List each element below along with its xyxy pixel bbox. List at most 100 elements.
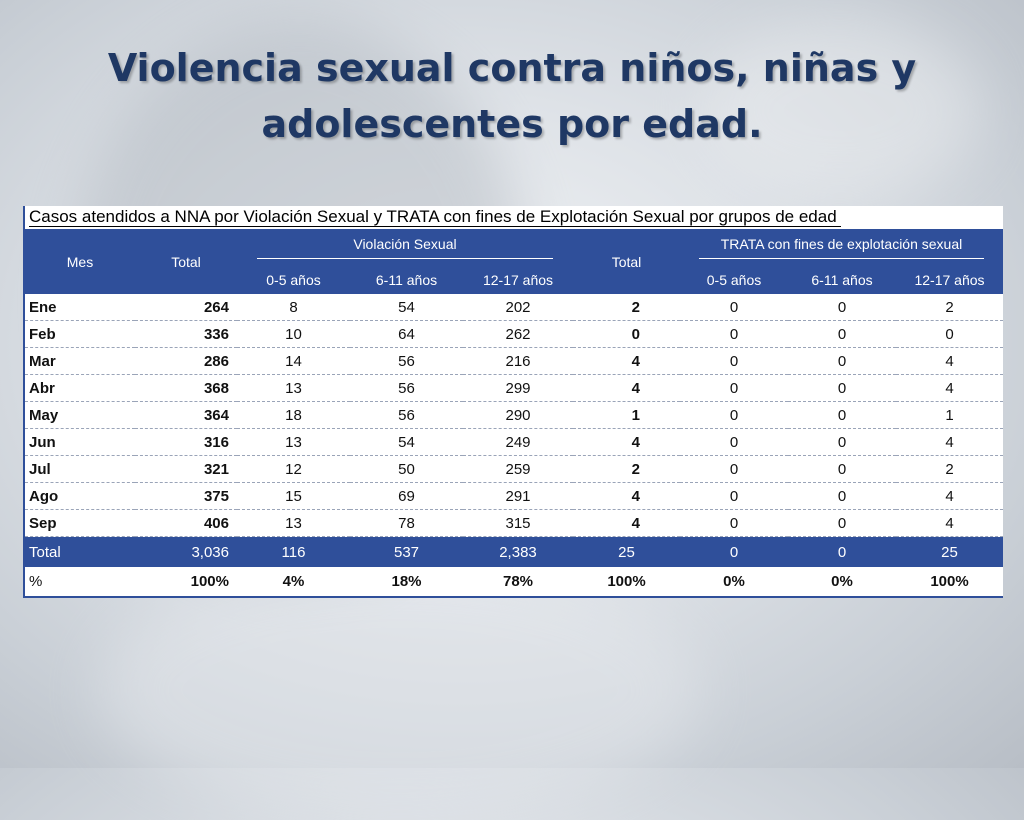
slide-title: Violencia sexual contra niños, niñas y a…	[0, 40, 1024, 152]
cell-v-6-11: 54	[350, 428, 463, 456]
pct-cell-v-0-5: 4%	[237, 567, 350, 598]
cell-v-12-17: 262	[463, 320, 573, 348]
cell-t-0-5: 0	[680, 320, 788, 348]
cell-t-6-11: 0	[788, 509, 896, 537]
cell-total-trata: 4	[573, 428, 680, 456]
pct-cell-total: 100%	[135, 567, 237, 598]
cell-mes: Sep	[25, 509, 135, 537]
cell-total-trata: 4	[573, 509, 680, 537]
cell-total-trata: 0	[573, 320, 680, 348]
cell-mes: Ago	[25, 482, 135, 510]
cell-v-0-5: 18	[237, 401, 350, 429]
pct-cell-total-trata: 100%	[573, 567, 680, 598]
cell-v-0-5: 10	[237, 320, 350, 348]
cell-t-12-17: 2	[896, 294, 1003, 321]
cell-mes: Ene	[25, 294, 135, 321]
total-cell-v-6-11: 537	[350, 536, 463, 567]
table-row: Sep 406 13 78 315 4 0 0 4	[25, 509, 1003, 537]
cell-mes: May	[25, 401, 135, 429]
cell-v-0-5: 8	[237, 294, 350, 321]
pct-cell-v-12-17: 78%	[463, 567, 573, 598]
cell-total-trata: 2	[573, 455, 680, 483]
cell-total: 264	[135, 294, 237, 321]
cell-v-6-11: 56	[350, 374, 463, 402]
cell-v-0-5: 14	[237, 347, 350, 375]
cell-t-12-17: 2	[896, 455, 1003, 483]
total-cell-v-12-17: 2,383	[463, 536, 573, 567]
cell-total-trata: 4	[573, 374, 680, 402]
cell-v-6-11: 50	[350, 455, 463, 483]
cell-mes: Feb	[25, 320, 135, 348]
table-row: Ene 264 8 54 202 2 0 0 2	[25, 294, 1003, 321]
cell-t-6-11: 0	[788, 482, 896, 510]
cell-total-trata: 4	[573, 482, 680, 510]
table-caption: Casos atendidos a NNA por Violación Sexu…	[25, 206, 1003, 229]
cell-v-6-11: 64	[350, 320, 463, 348]
cell-v-12-17: 290	[463, 401, 573, 429]
cell-t-6-11: 0	[788, 347, 896, 375]
cell-t-0-5: 0	[680, 482, 788, 510]
cell-mes: Abr	[25, 374, 135, 402]
header-t-age-0-5: 0-5 años	[680, 265, 788, 294]
header-violacion-group: Violación Sexual	[237, 229, 573, 265]
cell-t-12-17: 0	[896, 320, 1003, 348]
cell-total: 364	[135, 401, 237, 429]
header-v-age-6-11: 6-11 años	[350, 265, 463, 294]
cell-v-12-17: 259	[463, 455, 573, 483]
table-total-row: Total 3,036 116 537 2,383 25 0 0 25	[25, 536, 1003, 567]
pct-cell-t-6-11: 0%	[788, 567, 896, 598]
cell-t-0-5: 0	[680, 509, 788, 537]
cell-t-6-11: 0	[788, 401, 896, 429]
cell-v-6-11: 69	[350, 482, 463, 510]
cell-t-0-5: 0	[680, 455, 788, 483]
cell-t-12-17: 1	[896, 401, 1003, 429]
total-cell-t-12-17: 25	[896, 536, 1003, 567]
table-row: Abr 368 13 56 299 4 0 0 4	[25, 374, 1003, 402]
slide-title-line2: adolescentes por edad.	[261, 102, 763, 146]
cell-v-0-5: 12	[237, 455, 350, 483]
cell-v-12-17: 299	[463, 374, 573, 402]
cell-v-0-5: 13	[237, 428, 350, 456]
cell-t-0-5: 0	[680, 347, 788, 375]
cell-total-trata: 1	[573, 401, 680, 429]
cell-v-6-11: 56	[350, 401, 463, 429]
header-v-age-0-5: 0-5 años	[237, 265, 350, 294]
table-percent-row: % 100% 4% 18% 78% 100% 0% 0% 100%	[25, 567, 1003, 598]
cell-t-12-17: 4	[896, 428, 1003, 456]
cell-v-6-11: 78	[350, 509, 463, 537]
table-row: Ago 375 15 69 291 4 0 0 4	[25, 482, 1003, 510]
pct-cell-t-0-5: 0%	[680, 567, 788, 598]
background-highlight	[700, 20, 980, 200]
header-total-trata: Total	[573, 229, 680, 294]
pct-label: %	[25, 567, 135, 598]
header-trata-group: TRATA con fines de explotación sexual	[680, 229, 1003, 265]
cell-t-0-5: 0	[680, 401, 788, 429]
cell-total: 336	[135, 320, 237, 348]
cell-v-12-17: 249	[463, 428, 573, 456]
cell-total: 368	[135, 374, 237, 402]
cell-mes: Mar	[25, 347, 135, 375]
cell-total: 286	[135, 347, 237, 375]
table-row: Jun 316 13 54 249 4 0 0 4	[25, 428, 1003, 456]
total-label: Total	[25, 536, 135, 567]
cell-t-0-5: 0	[680, 428, 788, 456]
cell-total: 375	[135, 482, 237, 510]
cell-total: 321	[135, 455, 237, 483]
slide-title-line1: Violencia sexual contra niños, niñas y	[107, 46, 917, 90]
cell-t-6-11: 0	[788, 428, 896, 456]
data-table-container: Casos atendidos a NNA por Violación Sexu…	[23, 206, 1003, 598]
cell-t-0-5: 0	[680, 294, 788, 321]
cell-v-12-17: 202	[463, 294, 573, 321]
pct-cell-v-6-11: 18%	[350, 567, 463, 598]
background-shirt	[100, 560, 700, 820]
cell-total-trata: 2	[573, 294, 680, 321]
cell-t-0-5: 0	[680, 374, 788, 402]
cell-v-6-11: 56	[350, 347, 463, 375]
table-row: Jul 321 12 50 259 2 0 0 2	[25, 455, 1003, 483]
cell-mes: Jun	[25, 428, 135, 456]
total-cell-v-0-5: 116	[237, 536, 350, 567]
header-t-age-6-11: 6-11 años	[788, 265, 896, 294]
cell-v-0-5: 15	[237, 482, 350, 510]
cases-table: Mes Total Violación Sexual Total TRATA c…	[25, 229, 1003, 598]
table-row: Mar 286 14 56 216 4 0 0 4	[25, 347, 1003, 375]
